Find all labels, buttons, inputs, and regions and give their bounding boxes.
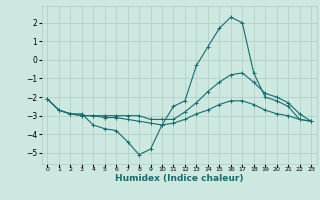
X-axis label: Humidex (Indice chaleur): Humidex (Indice chaleur) xyxy=(115,174,244,183)
